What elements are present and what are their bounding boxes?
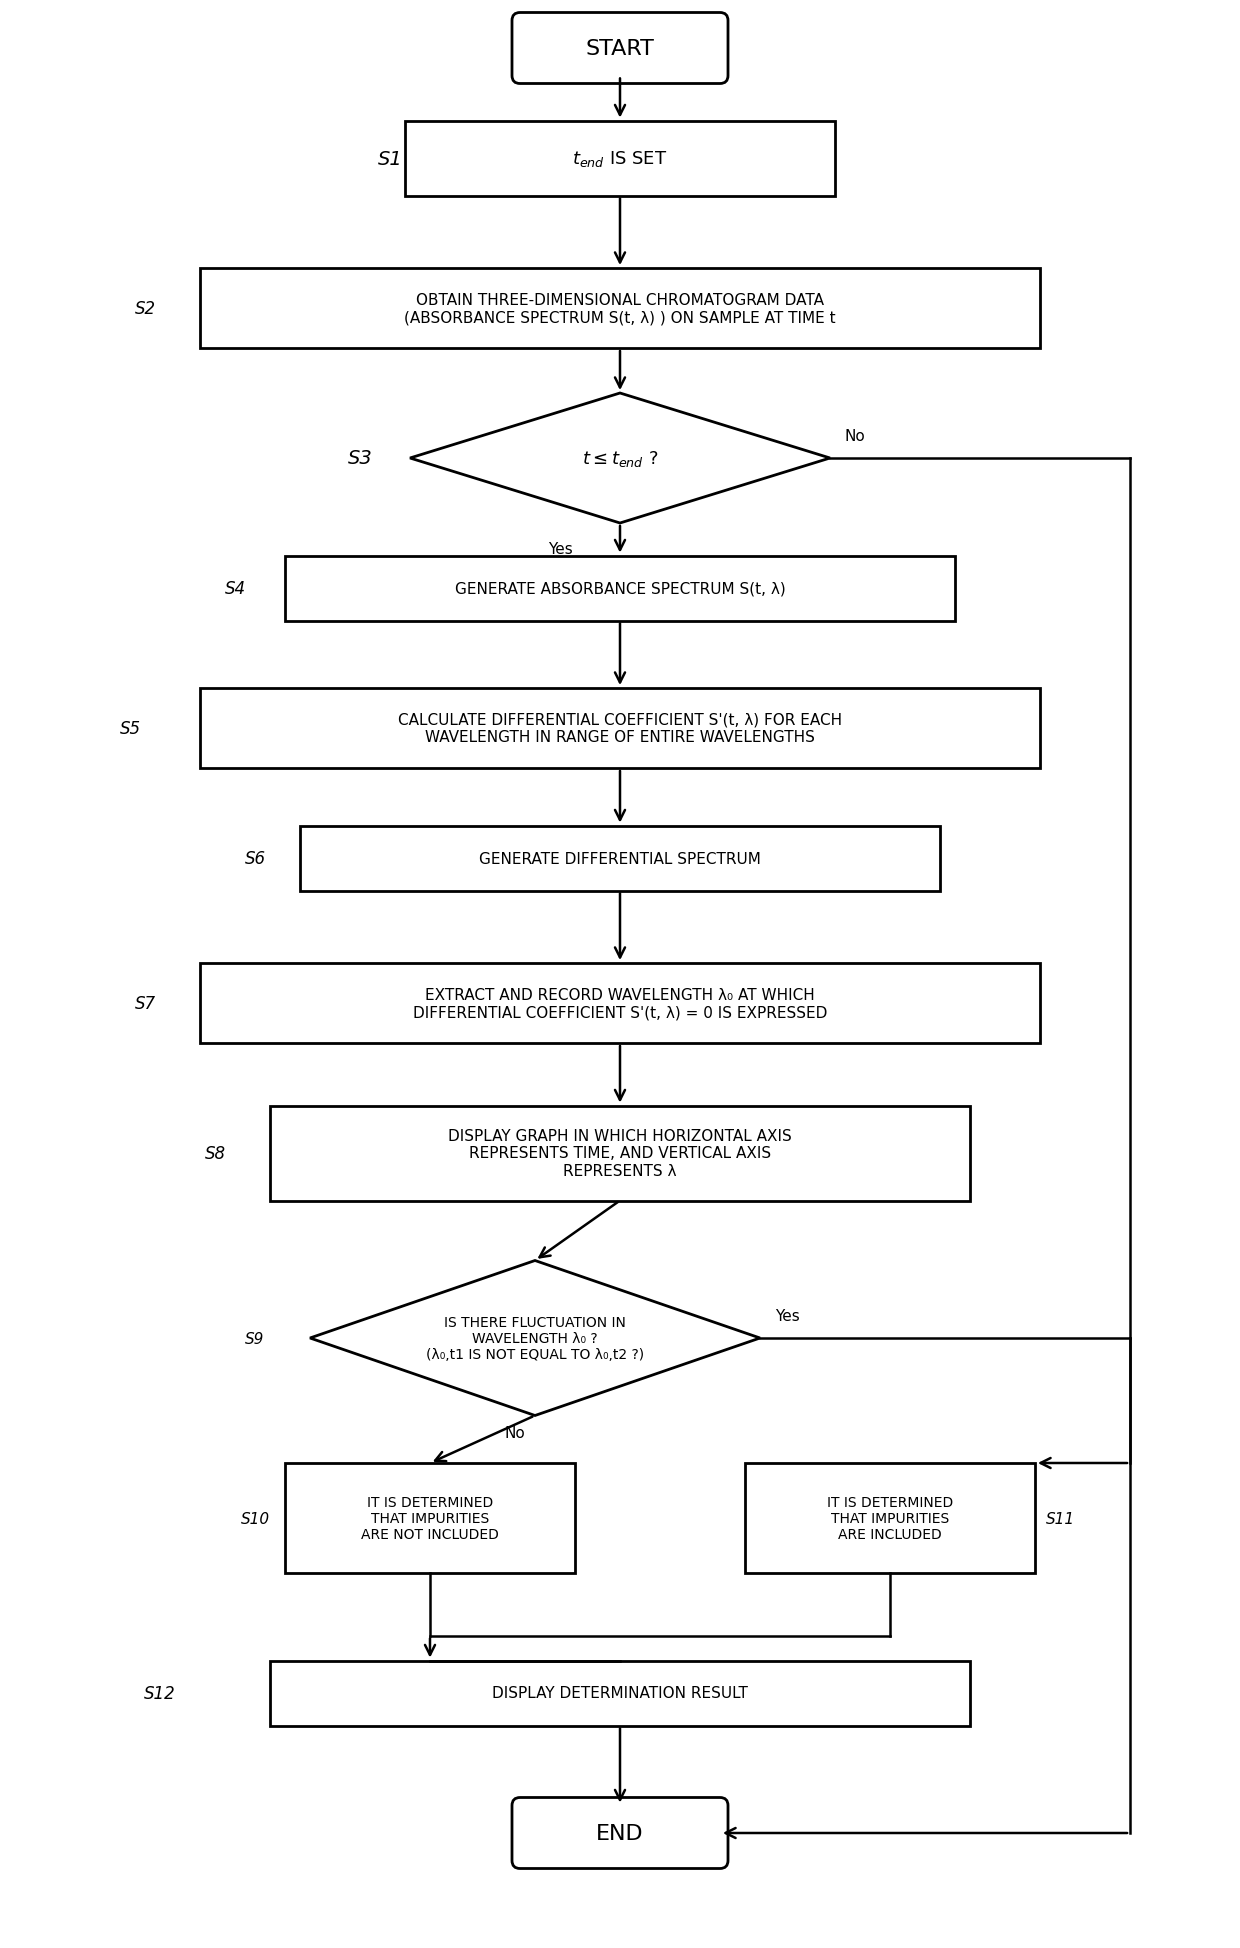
Text: END: END [596,1823,644,1843]
FancyBboxPatch shape [512,14,728,84]
Text: S12: S12 [144,1685,176,1703]
Text: IT IS DETERMINED
THAT IMPURITIES
ARE INCLUDED: IT IS DETERMINED THAT IMPURITIES ARE INC… [827,1494,954,1541]
Bar [285,1463,575,1574]
Text: No: No [844,429,866,444]
Text: No: No [505,1426,525,1442]
Text: S2: S2 [134,300,155,318]
Bar [270,1660,970,1726]
Text: DISPLAY GRAPH IN WHICH HORIZONTAL AXIS
REPRESENTS TIME, AND VERTICAL AXIS
REPRES: DISPLAY GRAPH IN WHICH HORIZONTAL AXIS R… [448,1128,792,1179]
Bar [745,1463,1035,1574]
Bar [200,964,1040,1044]
Text: S9: S9 [246,1330,264,1346]
Text: DISPLAY DETERMINATION RESULT: DISPLAY DETERMINATION RESULT [492,1685,748,1701]
Text: S4: S4 [224,581,246,598]
Text: $t_{end}$ IS SET: $t_{end}$ IS SET [573,148,667,169]
Text: $t \leq t_{end}$ ?: $t \leq t_{end}$ ? [582,448,658,469]
Text: Yes: Yes [775,1309,800,1323]
Bar [285,557,955,621]
Text: GENERATE DIFFERENTIAL SPECTRUM: GENERATE DIFFERENTIAL SPECTRUM [479,851,761,867]
Bar [405,121,835,197]
Text: OBTAIN THREE-DIMENSIONAL CHROMATOGRAM DATA
(ABSORBANCE SPECTRUM S(t, λ) ) ON SAM: OBTAIN THREE-DIMENSIONAL CHROMATOGRAM DA… [404,292,836,325]
Bar [200,690,1040,769]
Text: S5: S5 [119,719,140,738]
Text: GENERATE ABSORBANCE SPECTRUM S(t, λ): GENERATE ABSORBANCE SPECTRUM S(t, λ) [455,581,785,596]
Polygon shape [310,1260,760,1416]
Polygon shape [410,393,830,524]
Text: S6: S6 [244,849,265,867]
Bar [270,1106,970,1200]
Text: S10: S10 [241,1512,269,1525]
Text: S7: S7 [134,995,155,1013]
Text: Yes: Yes [548,542,573,557]
Text: START: START [585,39,655,58]
Text: CALCULATE DIFFERENTIAL COEFFICIENT S'(t, λ) FOR EACH
WAVELENGTH IN RANGE OF ENTI: CALCULATE DIFFERENTIAL COEFFICIENT S'(t,… [398,713,842,744]
Text: S3: S3 [347,450,372,468]
Bar [200,269,1040,349]
Text: S8: S8 [205,1143,226,1163]
FancyBboxPatch shape [512,1798,728,1868]
Bar [300,826,940,890]
Text: S1: S1 [378,150,402,168]
Text: EXTRACT AND RECORD WAVELENGTH λ₀ AT WHICH
DIFFERENTIAL COEFFICIENT S'(t, λ) = 0 : EXTRACT AND RECORD WAVELENGTH λ₀ AT WHIC… [413,988,827,1019]
Text: IS THERE FLUCTUATION IN
WAVELENGTH λ₀ ?
(λ₀,t1 IS NOT EQUAL TO λ₀,t2 ?): IS THERE FLUCTUATION IN WAVELENGTH λ₀ ? … [425,1315,644,1362]
Text: S11: S11 [1045,1512,1075,1525]
Text: IT IS DETERMINED
THAT IMPURITIES
ARE NOT INCLUDED: IT IS DETERMINED THAT IMPURITIES ARE NOT… [361,1494,498,1541]
